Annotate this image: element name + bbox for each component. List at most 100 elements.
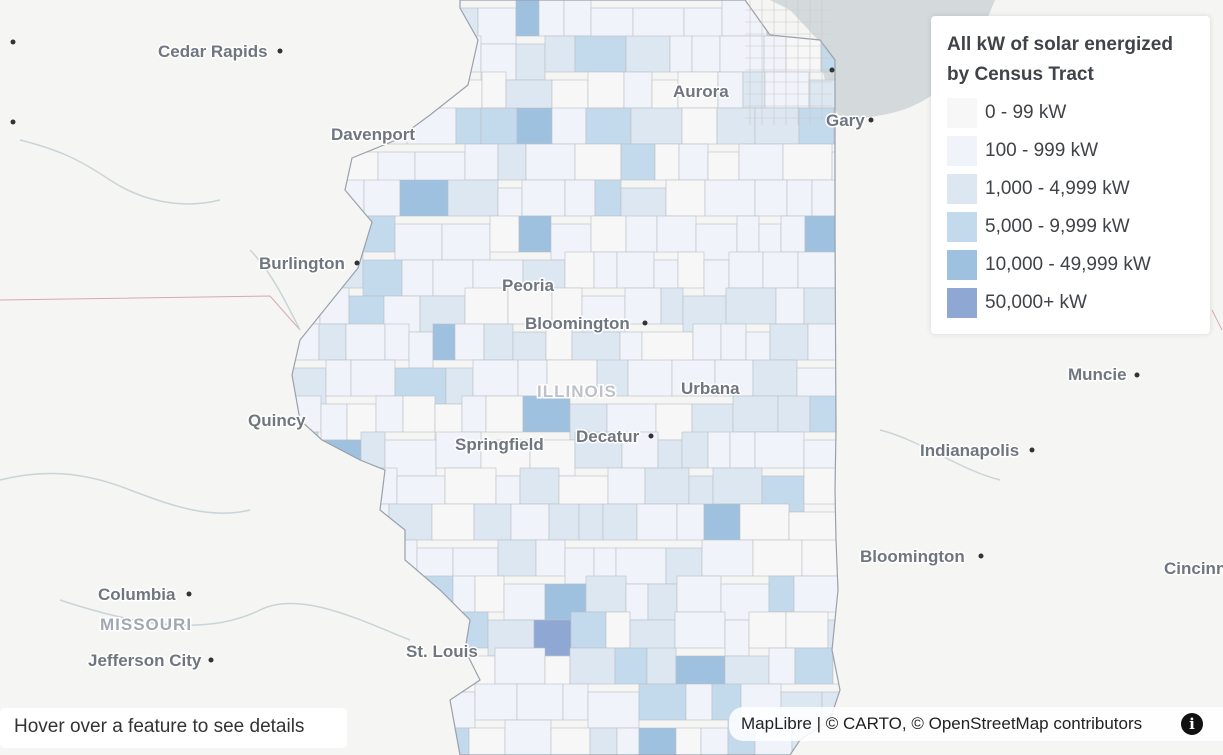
census-tract[interactable] xyxy=(785,35,822,73)
census-tract[interactable] xyxy=(285,7,322,45)
census-tract[interactable] xyxy=(703,503,741,541)
census-tract[interactable] xyxy=(665,179,706,217)
census-tract[interactable] xyxy=(358,583,385,621)
census-tract[interactable] xyxy=(489,215,520,253)
census-tract[interactable] xyxy=(728,251,764,289)
census-tract[interactable] xyxy=(464,287,509,325)
census-tract[interactable] xyxy=(786,179,813,217)
census-tract[interactable] xyxy=(345,323,386,361)
census-tract[interactable] xyxy=(447,179,499,217)
census-tract[interactable] xyxy=(551,107,587,145)
census-tract[interactable] xyxy=(593,251,618,289)
census-tract[interactable] xyxy=(596,359,629,397)
census-tract[interactable] xyxy=(317,439,362,477)
census-tract[interactable] xyxy=(752,359,798,397)
census-tract[interactable] xyxy=(624,287,662,325)
census-tract[interactable] xyxy=(719,35,765,73)
census-tract[interactable] xyxy=(319,611,355,649)
census-tract[interactable] xyxy=(331,179,365,217)
census-tract[interactable] xyxy=(793,575,840,613)
census-tract[interactable] xyxy=(551,287,583,325)
census-tract[interactable] xyxy=(483,323,514,361)
census-tract[interactable] xyxy=(353,611,381,649)
census-tract[interactable] xyxy=(407,0,450,37)
census-tract[interactable] xyxy=(360,35,396,73)
census-tract[interactable] xyxy=(454,323,485,361)
census-tract[interactable] xyxy=(516,107,553,145)
census-tract[interactable] xyxy=(525,143,576,181)
census-tract[interactable] xyxy=(285,323,320,361)
census-tract[interactable] xyxy=(285,151,337,189)
census-tract[interactable] xyxy=(518,215,552,253)
census-tract[interactable] xyxy=(646,647,677,685)
census-tract[interactable] xyxy=(717,71,744,109)
census-tract[interactable] xyxy=(402,395,436,433)
census-tract[interactable] xyxy=(464,143,499,181)
census-tract[interactable] xyxy=(589,727,618,755)
census-tract[interactable] xyxy=(564,179,596,217)
census-tract[interactable] xyxy=(285,107,318,145)
census-tract[interactable] xyxy=(712,467,763,505)
census-tract[interactable] xyxy=(564,251,595,289)
census-tract[interactable] xyxy=(538,0,565,37)
census-tract[interactable] xyxy=(455,107,482,145)
census-tract[interactable] xyxy=(441,223,491,261)
census-tract[interactable] xyxy=(724,619,750,657)
census-tract[interactable] xyxy=(285,475,311,513)
census-tract[interactable] xyxy=(519,467,560,505)
census-tract[interactable] xyxy=(355,683,392,721)
census-tract[interactable] xyxy=(785,611,829,649)
census-tract[interactable] xyxy=(325,43,362,81)
census-tract[interactable] xyxy=(616,727,640,755)
census-tract[interactable] xyxy=(681,431,709,469)
census-tract[interactable] xyxy=(394,223,443,261)
census-tract[interactable] xyxy=(384,323,410,361)
osm-link[interactable]: OpenStreetMap xyxy=(928,714,1049,733)
census-tract[interactable] xyxy=(752,539,803,577)
census-tract[interactable] xyxy=(309,187,333,225)
census-tract[interactable] xyxy=(754,179,788,217)
census-tract[interactable] xyxy=(432,323,456,361)
census-tract[interactable] xyxy=(562,683,589,721)
census-tract[interactable] xyxy=(701,539,754,577)
census-tract[interactable] xyxy=(362,503,390,541)
census-tract[interactable] xyxy=(325,359,352,397)
census-tract[interactable] xyxy=(285,179,311,217)
census-tract[interactable] xyxy=(350,359,396,397)
census-tract[interactable] xyxy=(342,467,366,505)
census-tract[interactable] xyxy=(285,547,308,585)
census-tract[interactable] xyxy=(704,179,756,217)
census-tract[interactable] xyxy=(569,647,616,685)
census-tract[interactable] xyxy=(660,287,684,325)
census-tract[interactable] xyxy=(587,71,625,109)
census-tract[interactable] xyxy=(585,107,632,145)
census-tract[interactable] xyxy=(605,611,631,649)
census-tract[interactable] xyxy=(700,727,729,755)
census-tract[interactable] xyxy=(309,467,344,505)
census-tract[interactable] xyxy=(764,71,810,109)
census-tract[interactable] xyxy=(801,539,844,577)
census-tract[interactable] xyxy=(563,0,592,37)
census-tract[interactable] xyxy=(394,35,446,73)
census-tract[interactable] xyxy=(585,575,627,613)
census-tract[interactable] xyxy=(285,503,325,541)
census-tract[interactable] xyxy=(627,359,673,397)
census-tract[interactable] xyxy=(739,503,790,541)
census-tract[interactable] xyxy=(671,359,716,397)
census-tract[interactable] xyxy=(497,539,537,577)
census-tract[interactable] xyxy=(444,467,497,505)
census-tract[interactable] xyxy=(522,395,571,433)
census-tract[interactable] xyxy=(375,395,404,433)
carto-link[interactable]: CARTO xyxy=(843,714,902,733)
census-tract[interactable] xyxy=(474,683,518,721)
census-tract[interactable] xyxy=(714,359,754,397)
census-tract[interactable] xyxy=(763,35,787,73)
census-tract[interactable] xyxy=(401,259,434,297)
census-tract[interactable] xyxy=(494,647,546,685)
info-icon[interactable]: i xyxy=(1181,713,1203,735)
census-tract[interactable] xyxy=(550,727,591,755)
census-tract[interactable] xyxy=(320,0,351,37)
census-tract[interactable] xyxy=(544,35,576,73)
census-tract[interactable] xyxy=(415,691,446,729)
census-tract[interactable] xyxy=(342,539,388,577)
